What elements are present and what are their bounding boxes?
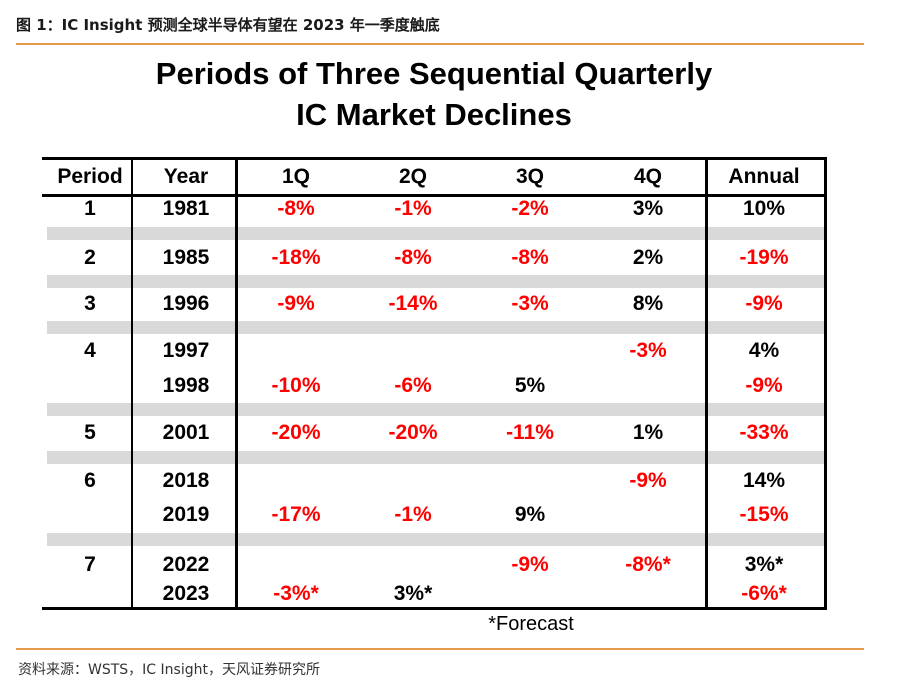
cell-year: 1998 xyxy=(162,374,210,397)
table-top-rule xyxy=(42,157,827,160)
row-stripe xyxy=(47,275,827,288)
cell-q4: -8%* xyxy=(625,553,671,576)
cell-q1: -9% xyxy=(277,292,315,315)
cell-q4: 3% xyxy=(632,197,664,220)
cell-q2: 3%* xyxy=(393,582,433,605)
cell-q1: -20% xyxy=(271,421,321,444)
cell-q3: -2% xyxy=(511,197,549,220)
cell-annual: 10% xyxy=(742,197,786,220)
cell-q4: -3% xyxy=(629,339,667,362)
cell-q3: -3% xyxy=(511,292,549,315)
column-header-1q: 1Q xyxy=(281,165,311,188)
cell-year: 1981 xyxy=(162,197,210,220)
cell-annual: 3%* xyxy=(744,553,784,576)
cell-q4: 2% xyxy=(632,246,664,269)
cell-q4: 1% xyxy=(632,421,664,444)
cell-year: 2001 xyxy=(162,421,210,444)
cell-q2: -1% xyxy=(394,503,432,526)
cell-year: 2018 xyxy=(162,469,210,492)
cell-q2: -14% xyxy=(388,292,438,315)
cell-year: 1996 xyxy=(162,292,210,315)
column-header-2q: 2Q xyxy=(398,165,428,188)
cell-q4: -9% xyxy=(629,469,667,492)
cell-year: 2022 xyxy=(162,553,210,576)
cell-q3: 5% xyxy=(514,374,546,397)
cell-period: 5 xyxy=(84,421,96,444)
table-right-border xyxy=(824,157,827,610)
cell-q2: -1% xyxy=(394,197,432,220)
cell-period: 7 xyxy=(84,553,96,576)
cell-year: 1997 xyxy=(162,339,210,362)
column-header-annual: Annual xyxy=(728,165,800,188)
cell-q1: -8% xyxy=(277,197,315,220)
forecast-footnote: *Forecast xyxy=(488,613,574,635)
cell-annual: -33% xyxy=(739,421,789,444)
cell-q1: -17% xyxy=(271,503,321,526)
cell-annual: -9% xyxy=(745,292,783,315)
bottom-divider xyxy=(16,648,864,650)
cell-q2: -6% xyxy=(394,374,432,397)
cell-q3: -11% xyxy=(506,421,554,444)
cell-year: 2019 xyxy=(162,503,210,526)
cell-annual: -19% xyxy=(739,246,789,269)
cell-period: 1 xyxy=(84,197,96,220)
divider-period-year xyxy=(131,157,133,610)
cell-period: 3 xyxy=(84,292,96,315)
column-header-year: Year xyxy=(163,165,209,188)
cell-annual: 4% xyxy=(748,339,780,362)
table-title-line1: Periods of Three Sequential Quarterly xyxy=(155,56,713,91)
row-stripe xyxy=(47,451,827,464)
column-header-3q: 3Q xyxy=(515,165,545,188)
row-stripe xyxy=(47,533,827,546)
top-divider xyxy=(16,43,864,45)
cell-q3: -8% xyxy=(511,246,549,269)
cell-period: 2 xyxy=(84,246,96,269)
cell-q1: -18% xyxy=(271,246,321,269)
cell-annual: -15% xyxy=(739,503,789,526)
table-bottom-rule xyxy=(42,607,827,610)
cell-year: 2023 xyxy=(162,582,210,605)
cell-period: 6 xyxy=(84,469,96,492)
column-header-4q: 4Q xyxy=(633,165,663,188)
cell-q3: 9% xyxy=(514,503,546,526)
cell-q2: -8% xyxy=(394,246,432,269)
cell-q3: -9% xyxy=(511,553,549,576)
cell-annual: -9% xyxy=(745,374,783,397)
cell-q4: 8% xyxy=(632,292,664,315)
row-stripe xyxy=(47,227,827,240)
column-header-period: Period xyxy=(57,165,123,188)
cell-period: 4 xyxy=(84,339,96,362)
cell-q2: -20% xyxy=(388,421,438,444)
header-rule xyxy=(42,194,827,197)
cell-annual: 14% xyxy=(742,469,786,492)
source-note: 资料来源：WSTS，IC Insight，天风证券研究所 xyxy=(18,662,320,678)
divider-quarters-annual xyxy=(705,157,708,610)
row-stripe xyxy=(47,321,827,334)
cell-q1: -10% xyxy=(271,374,321,397)
table-title-line2: IC Market Declines xyxy=(296,97,572,132)
divider-year-quarters xyxy=(235,157,238,610)
cell-q1: -3%* xyxy=(273,582,319,605)
figure-caption: 图 1：IC Insight 预测全球半导体有望在 2023 年一季度触底 xyxy=(16,16,440,34)
cell-annual: -6%* xyxy=(741,582,787,605)
cell-year: 1985 xyxy=(162,246,210,269)
row-stripe xyxy=(47,403,827,416)
